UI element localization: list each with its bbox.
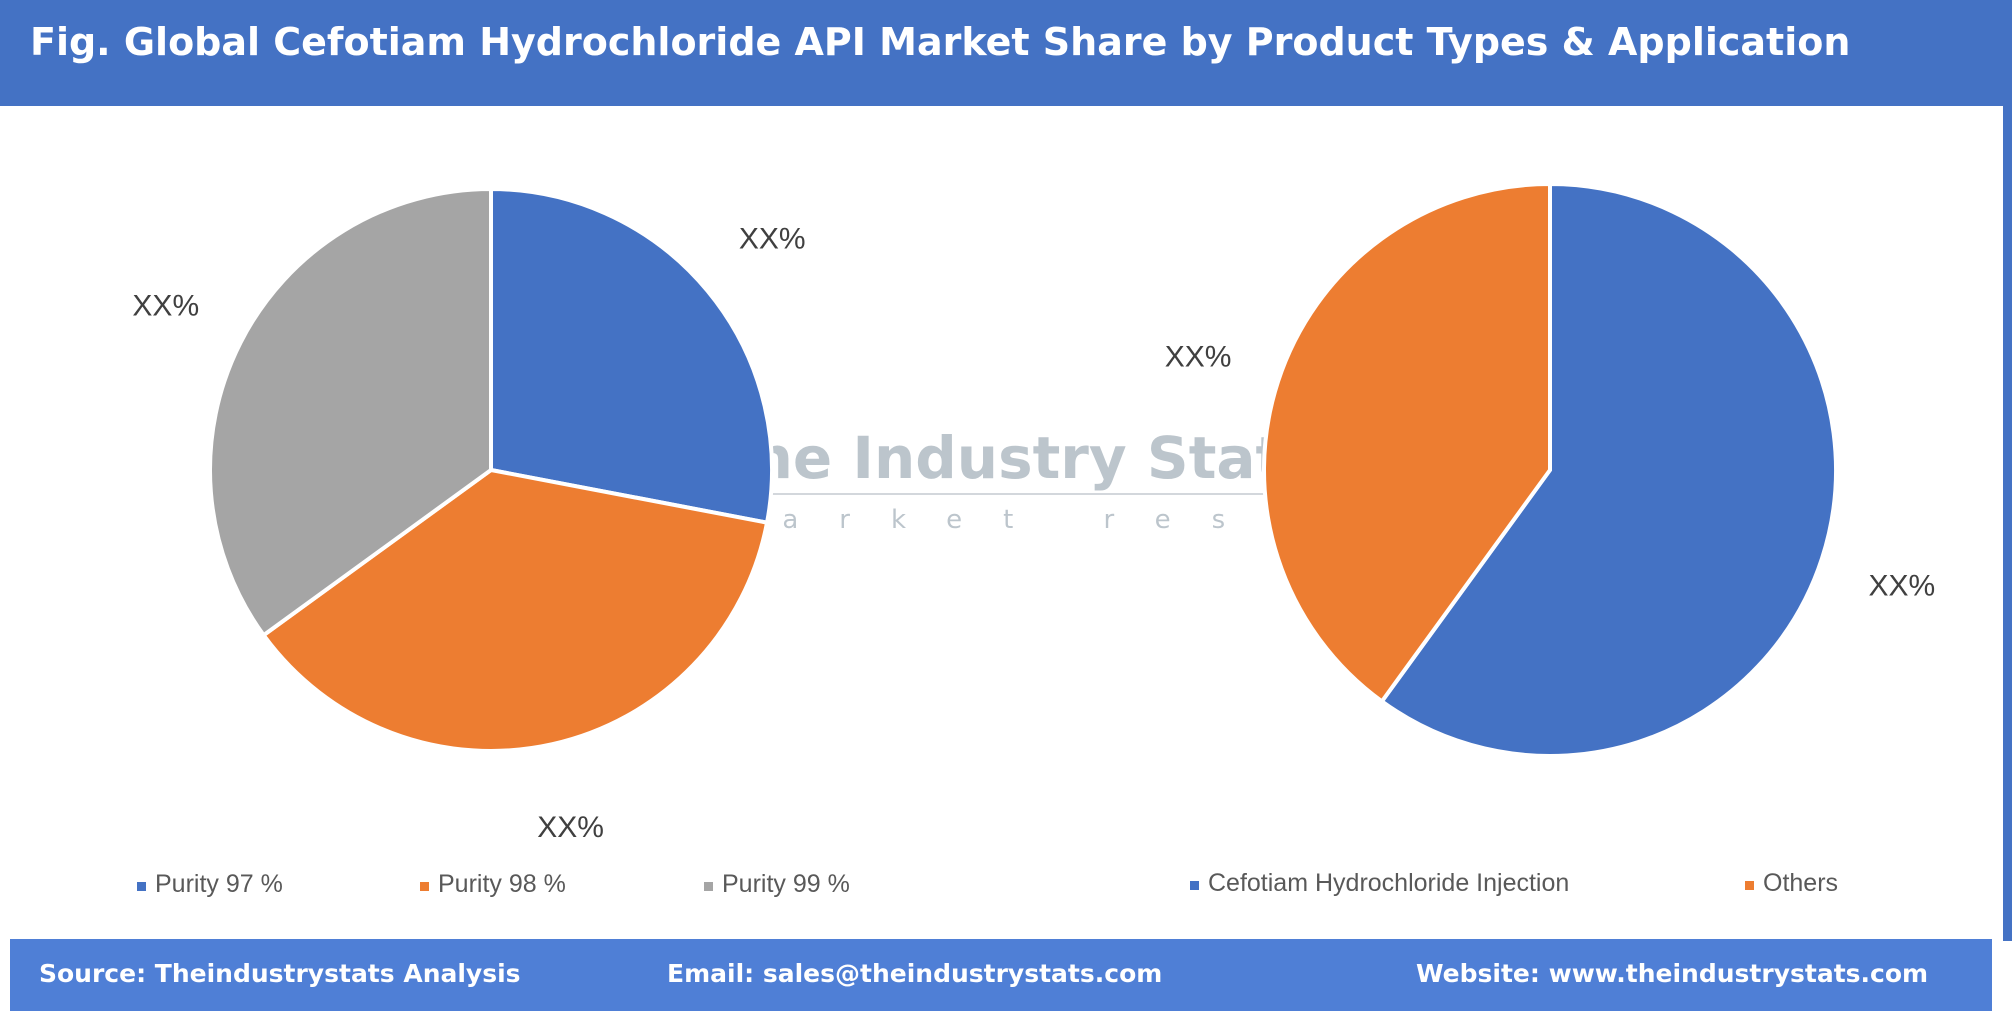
data-label-purity-99: XX% bbox=[132, 289, 199, 322]
footer-website[interactable]: Website: www.theindustrystats.com bbox=[1416, 959, 1929, 988]
pie-slice-purity-97 bbox=[489, 186, 774, 525]
pie-slice-purity-99 bbox=[208, 186, 493, 638]
footer-bar: Source: Theindustrystats Analysis Email:… bbox=[10, 939, 1992, 1011]
legend-label-purity-97: Purity 97 % bbox=[155, 870, 283, 898]
legend-label-others: Others bbox=[1763, 869, 1838, 897]
legend-swatch-purity-97 bbox=[137, 882, 146, 891]
chart-title: Fig. Global Cefotiam Hydrochloride API M… bbox=[30, 20, 1851, 64]
data-label-others: XX% bbox=[1165, 341, 1232, 374]
pie-chart-product-types: XX% XX% XX% bbox=[132, 186, 806, 844]
footer-source: Source: Theindustrystats Analysis bbox=[39, 959, 521, 988]
legend-swatch-cefotiam-hydrochloride-injection bbox=[1190, 881, 1199, 890]
pie-slice-cefotiam-hydrochloride-injection bbox=[1379, 181, 1838, 758]
legends: Purity 97 % Purity 98 % Purity 99 % Cefotia… bbox=[137, 869, 1838, 898]
legend-label-cefotiam-hydrochloride-injection: Cefotiam Hydrochloride Injection bbox=[1208, 869, 1569, 897]
footer-email[interactable]: Email: sales@theindustrystats.com bbox=[667, 959, 1163, 988]
data-label-cefotiam-hydrochloride-injection: XX% bbox=[1869, 569, 1936, 602]
legend-label-purity-98: Purity 98 % bbox=[438, 870, 566, 898]
legend-swatch-purity-98 bbox=[420, 882, 429, 891]
right-border bbox=[2003, 106, 2012, 941]
pie-slice-purity-98 bbox=[260, 467, 770, 753]
title-bar: Fig. Global Cefotiam Hydrochloride API M… bbox=[0, 0, 2012, 106]
legend-swatch-purity-99 bbox=[704, 882, 713, 891]
pie-chart-application: XX% XX% bbox=[1165, 181, 1936, 758]
legend-label-purity-99: Purity 99 % bbox=[722, 870, 850, 898]
data-label-purity-98: XX% bbox=[537, 811, 604, 844]
legend-swatch-others bbox=[1745, 881, 1754, 890]
data-label-purity-97: XX% bbox=[739, 222, 806, 255]
pie-slice-others bbox=[1262, 181, 1552, 705]
watermark-name: The Industry Stats bbox=[712, 424, 1318, 492]
